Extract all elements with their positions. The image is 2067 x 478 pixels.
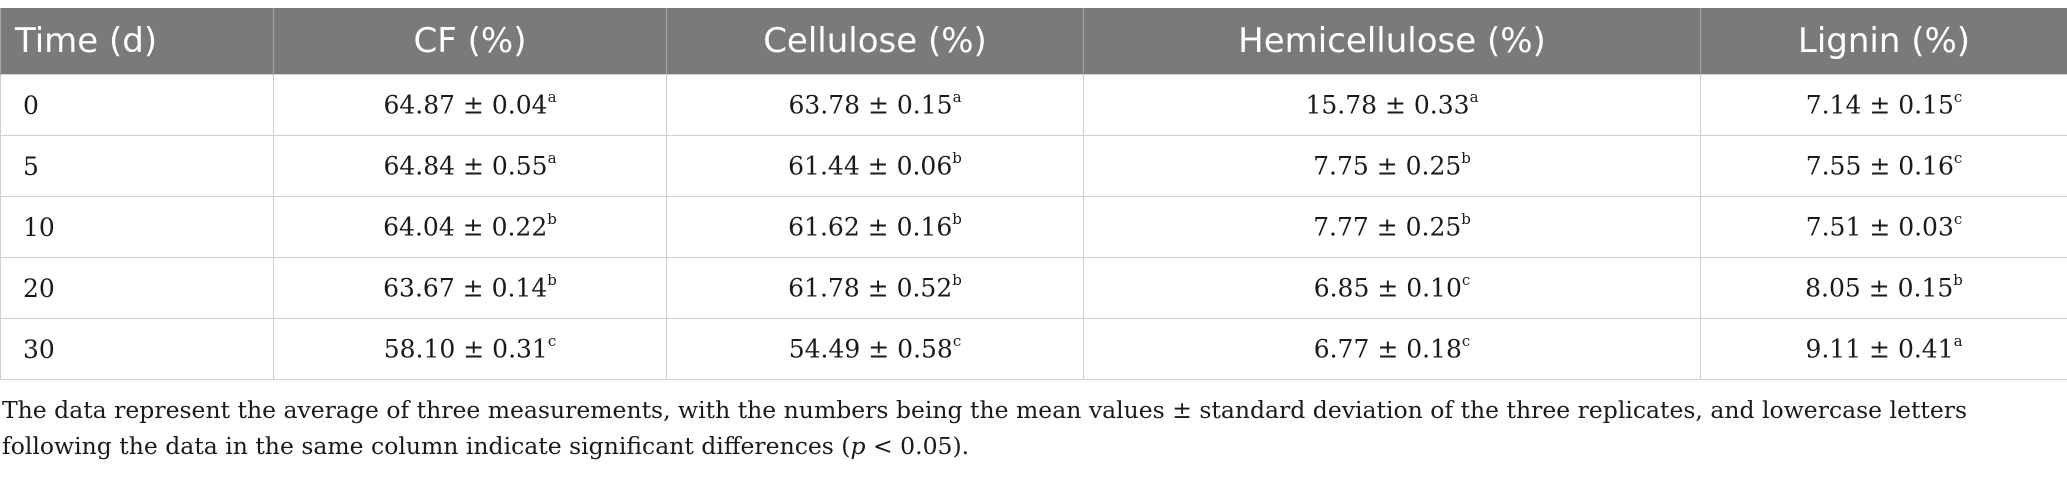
significance-letter: c [1953, 210, 1963, 229]
table-row: 10 64.04 ± 0.22b 61.62 ± 0.16b 7.77 ± 0.25b… [0, 196, 2067, 258]
significance-letter: b [1461, 149, 1471, 168]
cell-value: 61.62 ± 0.16 [788, 212, 953, 242]
significance-letter: b [952, 149, 962, 168]
header-time: Time (d) [0, 8, 274, 75]
significance-letter: c [547, 332, 557, 351]
cell-value: 63.78 ± 0.15 [788, 90, 953, 120]
significance-letter: a [952, 88, 962, 107]
significance-letter: c [1953, 88, 1963, 107]
cell-value: 64.87 ± 0.04 [383, 90, 548, 120]
cell-cf: 64.87 ± 0.04a [273, 74, 667, 136]
significance-letter: b [1461, 210, 1471, 229]
cell-value: 7.51 ± 0.03 [1805, 212, 1954, 242]
cell-lignin: 7.55 ± 0.16c [1700, 135, 2067, 197]
cell-value: 6.77 ± 0.18 [1313, 334, 1462, 364]
header-lignin: Lignin (%) [1700, 8, 2067, 75]
significance-letter: c [1461, 332, 1471, 351]
table-row: 20 63.67 ± 0.14b 61.78 ± 0.52b 6.85 ± 0.10c… [0, 257, 2067, 319]
cell-lignin: 8.05 ± 0.15b [1700, 257, 2067, 319]
significance-letter: a [1953, 332, 1963, 351]
cell-value: 15.78 ± 0.33 [1305, 90, 1470, 120]
header-cellulose: Cellulose (%) [666, 8, 1084, 75]
significance-letter: b [547, 210, 557, 229]
footnote-text: The data represent the average of three … [2, 396, 1968, 460]
cell-hemicellulose: 7.77 ± 0.25b [1083, 196, 1701, 258]
table-header: Time (d) CF (%) Cellulose (%) Hemicellul… [0, 8, 2067, 75]
cell-value: 64.84 ± 0.55 [383, 151, 548, 181]
significance-letter: b [952, 210, 962, 229]
cell-hemicellulose: 7.75 ± 0.25b [1083, 135, 1701, 197]
cell-cellulose: 61.44 ± 0.06b [666, 135, 1084, 197]
significance-letter: a [547, 149, 557, 168]
cell-time: 30 [0, 318, 274, 380]
cell-value: 7.14 ± 0.15 [1805, 90, 1954, 120]
cell-time: 10 [0, 196, 274, 258]
cell-cf: 58.10 ± 0.31c [273, 318, 667, 380]
cell-time: 5 [0, 135, 274, 197]
significance-letter: b [1953, 271, 1963, 290]
cell-cf: 64.84 ± 0.55a [273, 135, 667, 197]
cell-lignin: 7.14 ± 0.15c [1700, 74, 2067, 136]
cell-cf: 64.04 ± 0.22b [273, 196, 667, 258]
cell-cellulose: 54.49 ± 0.58c [666, 318, 1084, 380]
footnote-text-end: < 0.05). [865, 432, 970, 460]
significance-letter: c [1953, 149, 1963, 168]
cell-cf: 63.67 ± 0.14b [273, 257, 667, 319]
significance-letter: c [952, 332, 962, 351]
header-hemicellulose: Hemicellulose (%) [1083, 8, 1701, 75]
table-body: 0 64.87 ± 0.04a 63.78 ± 0.15a 15.78 ± 0.33a… [0, 74, 2067, 380]
cell-value: 63.67 ± 0.14 [383, 273, 548, 303]
cell-value: 8.05 ± 0.15 [1805, 273, 1954, 303]
header-row: Time (d) CF (%) Cellulose (%) Hemicellul… [0, 8, 2067, 75]
cell-value: 58.10 ± 0.31 [383, 334, 548, 364]
cell-lignin: 9.11 ± 0.41a [1700, 318, 2067, 380]
cell-value: 54.49 ± 0.58 [788, 334, 953, 364]
table-footnote: The data represent the average of three … [2, 392, 2062, 464]
cell-time: 20 [0, 257, 274, 319]
cell-cellulose: 61.78 ± 0.52b [666, 257, 1084, 319]
cell-cellulose: 63.78 ± 0.15a [666, 74, 1084, 136]
table-row: 0 64.87 ± 0.04a 63.78 ± 0.15a 15.78 ± 0.33a… [0, 74, 2067, 136]
cell-value: 61.44 ± 0.06 [788, 151, 953, 181]
table-row: 5 64.84 ± 0.55a 61.44 ± 0.06b 7.75 ± 0.25b 7… [0, 135, 2067, 197]
cell-time: 0 [0, 74, 274, 136]
cell-value: 64.04 ± 0.22 [383, 212, 548, 242]
footnote-p-symbol: p [850, 432, 866, 460]
cell-value: 7.75 ± 0.25 [1313, 151, 1462, 181]
header-cf: CF (%) [273, 8, 667, 75]
cell-lignin: 7.51 ± 0.03c [1700, 196, 2067, 258]
cell-hemicellulose: 6.85 ± 0.10c [1083, 257, 1701, 319]
cell-hemicellulose: 6.77 ± 0.18c [1083, 318, 1701, 380]
significance-letter: c [1461, 271, 1471, 290]
cell-cellulose: 61.62 ± 0.16b [666, 196, 1084, 258]
cell-value: 6.85 ± 0.10 [1313, 273, 1462, 303]
significance-letter: a [1469, 88, 1479, 107]
data-table: Time (d) CF (%) Cellulose (%) Hemicellul… [0, 8, 2067, 380]
cell-value: 7.77 ± 0.25 [1313, 212, 1462, 242]
cell-hemicellulose: 15.78 ± 0.33a [1083, 74, 1701, 136]
cell-value: 9.11 ± 0.41 [1805, 334, 1954, 364]
significance-letter: b [547, 271, 557, 290]
significance-letter: b [952, 271, 962, 290]
significance-letter: a [547, 88, 557, 107]
cell-value: 7.55 ± 0.16 [1805, 151, 1954, 181]
cell-value: 61.78 ± 0.52 [788, 273, 953, 303]
table-row: 30 58.10 ± 0.31c 54.49 ± 0.58c 6.77 ± 0.18c… [0, 318, 2067, 380]
